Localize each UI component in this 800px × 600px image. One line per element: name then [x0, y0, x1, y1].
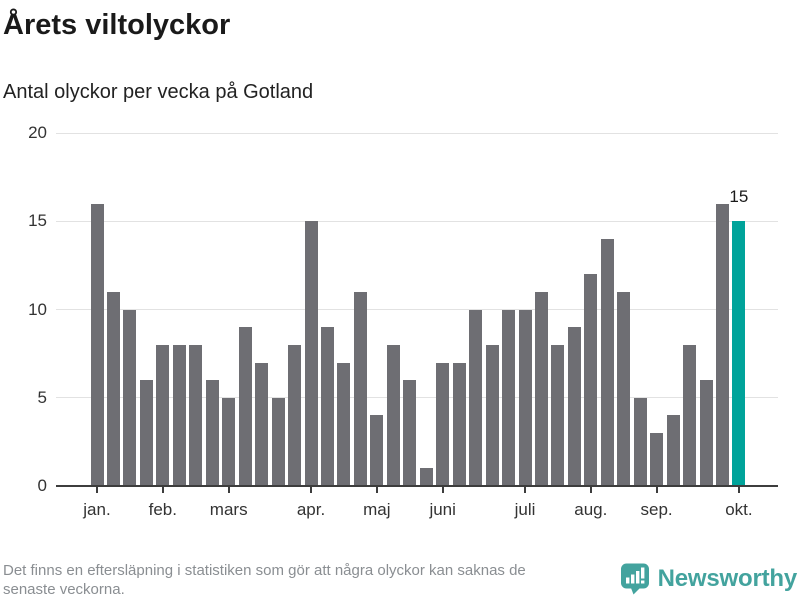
- x-axis-tick: [96, 487, 98, 493]
- chart-subtitle: Antal olyckor per vecka på Gotland: [3, 81, 314, 103]
- x-axis-tick: [589, 487, 592, 493]
- bar-value-label: 15: [729, 187, 749, 206]
- bar: [238, 327, 252, 486]
- bar: [353, 291, 367, 486]
- bar: [633, 397, 647, 487]
- bar: [518, 309, 532, 486]
- bar: [650, 433, 664, 486]
- gridline: [56, 397, 778, 399]
- bar: [107, 291, 120, 486]
- bar: [271, 397, 285, 487]
- gridline: [56, 132, 778, 134]
- x-axis-tick: [655, 487, 658, 493]
- x-axis-tick: [441, 487, 444, 493]
- x-axis-label: aug.: [574, 500, 608, 519]
- bar: [304, 221, 318, 487]
- bar: [600, 238, 614, 486]
- bar: [683, 344, 697, 486]
- bar: [189, 344, 203, 486]
- bar: [666, 415, 680, 486]
- bar: [156, 344, 170, 486]
- bar: [452, 362, 466, 486]
- bar: [732, 221, 746, 487]
- y-axis-label: 0: [37, 476, 47, 495]
- footnote: Det finns en eftersläpning i statistiken…: [3, 561, 526, 599]
- x-axis-label: sep.: [640, 500, 673, 519]
- x-axis-label: mars: [209, 500, 248, 519]
- gridline: [56, 309, 778, 310]
- x-axis-tick: [227, 487, 230, 493]
- bar: [716, 203, 729, 486]
- x-axis-label: okt.: [725, 500, 753, 519]
- bar: [255, 362, 269, 486]
- x-axis-label: apr.: [296, 500, 326, 519]
- x-axis-tick: [524, 487, 526, 493]
- newsworthy-logo-icon: [620, 563, 649, 595]
- x-axis-line: [56, 485, 778, 487]
- newsworthy-logo-text: Newsworthy: [657, 564, 798, 592]
- newsworthy-logo: Newsworthy: [620, 562, 797, 595]
- bar: [419, 468, 433, 486]
- bar: [320, 327, 334, 486]
- y-axis-label: 5: [37, 387, 47, 407]
- bar: [502, 309, 515, 486]
- bar: [90, 203, 104, 486]
- bar: [205, 380, 219, 486]
- bar: [139, 380, 153, 486]
- x-axis-label: jan.: [83, 500, 111, 519]
- y-axis-label: 10: [28, 299, 47, 319]
- gridline: [56, 220, 778, 222]
- bar: [403, 380, 417, 486]
- bar: [370, 415, 384, 486]
- bar: [485, 344, 499, 486]
- x-axis-label: maj: [363, 500, 391, 519]
- footnote-line-2: senaste veckorna.: [3, 581, 125, 598]
- chart-title: Årets viltolyckor: [3, 9, 231, 41]
- bar: [469, 309, 483, 486]
- x-axis-label: juni: [429, 500, 456, 519]
- x-axis-label: feb.: [148, 500, 177, 519]
- bar: [551, 344, 565, 486]
- bar: [436, 362, 450, 486]
- bar: [584, 274, 598, 486]
- bar: [172, 344, 186, 486]
- x-axis-tick: [737, 487, 740, 493]
- x-axis-label: juli: [514, 500, 536, 519]
- bar: [386, 344, 400, 486]
- bar: [617, 291, 631, 486]
- y-axis-label: 20: [28, 123, 47, 142]
- bar: [567, 327, 581, 486]
- x-axis-tick: [161, 487, 164, 493]
- bar: [222, 397, 236, 487]
- footnote-line-1: Det finns en eftersläpning i statistiken…: [3, 562, 526, 579]
- bar: [123, 309, 137, 486]
- x-axis-tick: [310, 487, 312, 493]
- bar: [699, 380, 713, 486]
- bar: [337, 362, 351, 486]
- bar: [288, 344, 301, 486]
- bar: [534, 291, 548, 486]
- y-axis-label: 15: [28, 211, 47, 231]
- x-axis-tick: [375, 487, 378, 493]
